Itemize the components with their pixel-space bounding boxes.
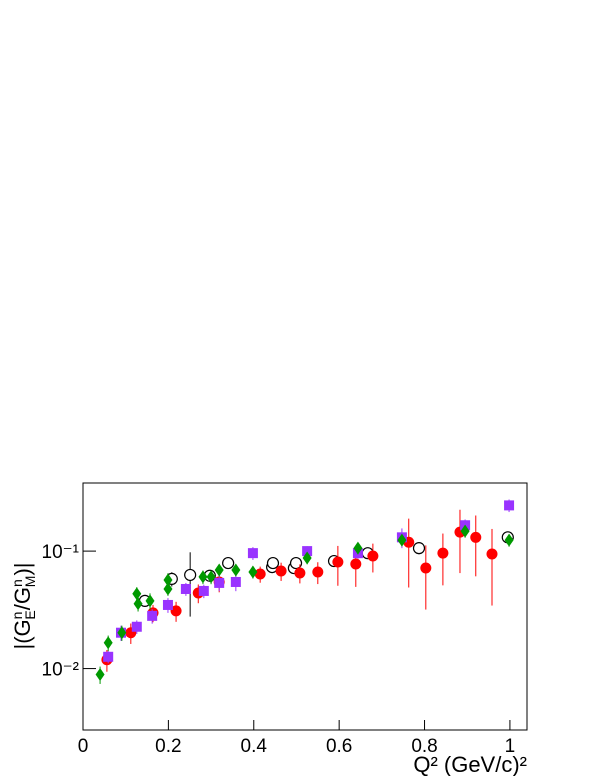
data-point bbox=[162, 599, 173, 610]
y-label-part: |(G bbox=[10, 619, 35, 649]
data-point bbox=[353, 541, 363, 555]
data-point bbox=[231, 563, 241, 577]
data-point bbox=[412, 542, 426, 555]
data-point bbox=[437, 547, 449, 559]
data-point bbox=[214, 577, 225, 588]
y-label-part: E bbox=[22, 610, 38, 619]
data-point bbox=[350, 558, 362, 570]
data-point bbox=[302, 546, 313, 557]
y-label-part: n bbox=[9, 579, 25, 587]
x-tick-label: 0.2 bbox=[155, 736, 181, 757]
y-label-part: )| bbox=[10, 562, 35, 575]
data-point bbox=[103, 651, 114, 662]
data-point bbox=[275, 565, 287, 577]
y-tick-label: 10⁻² bbox=[42, 660, 80, 681]
data-point bbox=[248, 565, 258, 579]
data-point bbox=[222, 556, 235, 570]
data-point bbox=[332, 556, 344, 568]
data-point bbox=[214, 563, 224, 577]
x-tick-label: 1 bbox=[505, 736, 516, 757]
x-tick-label: 0.8 bbox=[411, 736, 437, 757]
data-point bbox=[302, 551, 312, 565]
data-point bbox=[247, 548, 258, 559]
data-point bbox=[470, 531, 482, 543]
data-point bbox=[147, 610, 158, 621]
data-point bbox=[95, 668, 105, 682]
data-point bbox=[206, 570, 216, 584]
data-point bbox=[184, 568, 197, 582]
data-point bbox=[420, 562, 432, 574]
y-axis-label: |(GnE/GnM)| bbox=[9, 562, 38, 649]
data-point bbox=[289, 556, 303, 570]
data-point bbox=[145, 594, 155, 608]
data-point bbox=[367, 550, 379, 562]
data-point bbox=[230, 576, 241, 587]
x-axis-label: Q² (GeV/c)² bbox=[413, 752, 527, 776]
y-tick-label: 10⁻¹ bbox=[42, 542, 80, 563]
data-point bbox=[504, 500, 515, 511]
x-tick-label: 0.4 bbox=[241, 736, 268, 757]
data-point bbox=[180, 583, 191, 594]
data-point bbox=[163, 582, 173, 596]
data-point bbox=[397, 533, 407, 547]
plot-frame bbox=[82, 482, 528, 731]
data-point bbox=[131, 621, 142, 632]
data-point bbox=[117, 626, 127, 640]
data-point bbox=[163, 573, 173, 587]
data-point bbox=[132, 587, 142, 601]
y-label-part: n bbox=[9, 612, 25, 620]
data-point bbox=[460, 524, 470, 538]
data-point bbox=[133, 597, 143, 611]
y-label-part: /G bbox=[10, 587, 35, 610]
x-tick-label: 0 bbox=[78, 736, 89, 757]
data-point bbox=[504, 533, 514, 547]
data-point bbox=[254, 568, 266, 580]
x-tick-label: 0.6 bbox=[326, 736, 352, 757]
y-label-part: M bbox=[22, 576, 38, 588]
data-point bbox=[294, 567, 306, 579]
data-point bbox=[198, 570, 208, 584]
data-point bbox=[312, 566, 324, 578]
data-point bbox=[486, 548, 498, 560]
data-point bbox=[198, 585, 209, 596]
data-point bbox=[103, 636, 113, 650]
data-point bbox=[266, 556, 280, 570]
data-point bbox=[170, 605, 182, 617]
